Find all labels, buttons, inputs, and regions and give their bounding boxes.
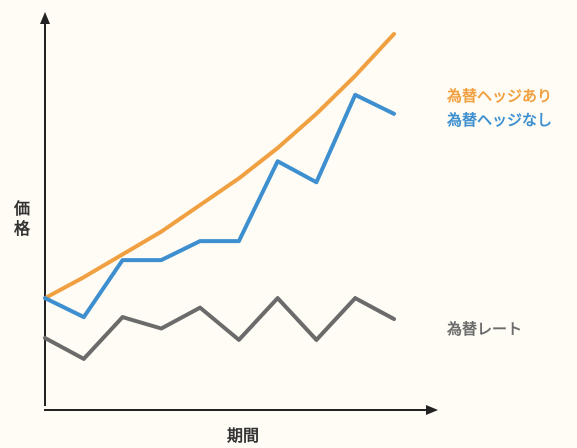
x-axis-arrow — [426, 405, 438, 415]
series-line-hedged — [43, 32, 396, 301]
y-axis-arrow — [40, 12, 50, 24]
axes — [40, 12, 438, 415]
series-line-fx-rate — [43, 296, 396, 361]
y-axis-label: 価格 — [13, 199, 31, 238]
legend-label-fx-rate: 為替レート — [446, 320, 522, 338]
legend-label-unhedged: 為替ヘッジなし — [446, 111, 552, 129]
x-axis-label: 期間 — [227, 426, 259, 445]
series-line-unhedged — [43, 92, 396, 320]
legend-label-hedged: 為替ヘッジあり — [446, 87, 552, 105]
series-layer — [43, 32, 396, 361]
